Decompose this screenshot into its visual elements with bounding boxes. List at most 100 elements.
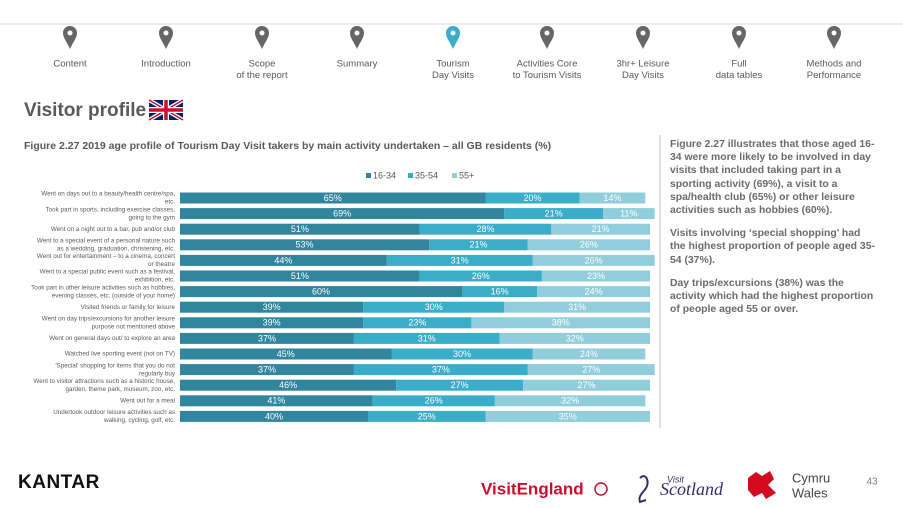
bar-segment <box>372 395 495 407</box>
value-label: 26% <box>425 396 443 406</box>
bar-segment <box>537 286 650 298</box>
value-label: 37% <box>258 364 276 374</box>
value-label: 14% <box>603 193 621 203</box>
bar-segment <box>180 317 364 329</box>
nav-label[interactable]: Tourism <box>436 59 469 70</box>
kantar-logo: KANTAR <box>18 472 100 493</box>
nav-pin[interactable] <box>63 26 77 49</box>
nav-pin-hole <box>450 30 456 36</box>
value-label: 16% <box>491 286 509 296</box>
side-paragraph: Visits involving ‘special shopping’ had … <box>670 228 875 266</box>
value-label: 23% <box>587 271 605 281</box>
nav-label[interactable]: Scope <box>249 59 276 70</box>
nav-label[interactable]: Content <box>53 59 87 70</box>
value-label: 60% <box>312 286 330 296</box>
nav-label[interactable]: 3hr+ Leisure <box>616 59 669 70</box>
nav-label[interactable]: Summary <box>337 59 378 70</box>
nav-pin[interactable] <box>636 26 650 49</box>
category-label: Went to a special event of a personal na… <box>37 237 176 244</box>
wales-dragon <box>748 471 776 499</box>
nav-label[interactable]: of the report <box>236 70 288 81</box>
value-label: 24% <box>580 349 598 359</box>
nav-pin-hole <box>259 30 265 36</box>
bar-segment <box>368 410 486 422</box>
legend-label: 55+ <box>459 170 474 180</box>
value-label: 30% <box>453 349 471 359</box>
nav-label[interactable]: to Tourism Visits <box>513 70 582 81</box>
value-label: 53% <box>296 240 314 250</box>
category-label: regularly buy <box>139 370 176 377</box>
category-label: Went to a special public event such as a… <box>40 269 176 276</box>
value-label: 11% <box>620 208 637 218</box>
nav-label[interactable]: Day Visits <box>432 70 474 81</box>
cymru-text: Cymru <box>792 470 830 485</box>
bar-segment <box>396 379 524 391</box>
nav-pin[interactable] <box>350 26 364 49</box>
nav-pin[interactable] <box>540 26 554 49</box>
nav-label[interactable]: Activities Core <box>517 59 578 70</box>
nav-pin-hole <box>736 30 742 36</box>
bar-segment <box>419 270 542 282</box>
nav-label[interactable]: data tables <box>716 70 763 81</box>
value-label: 21% <box>545 208 563 218</box>
category-label: Watched live sporting event (not on TV) <box>65 351 175 358</box>
bar-segment <box>180 270 420 282</box>
bar-segment <box>429 239 528 251</box>
bar-segment <box>180 410 368 422</box>
bar-segment <box>579 192 646 204</box>
bar-segment <box>180 223 420 235</box>
category-label: Went to visitor attractions such as a hi… <box>33 378 175 385</box>
value-label: 32% <box>561 396 579 406</box>
legend-label: 16-34 <box>373 170 396 180</box>
value-label: 31% <box>451 255 469 265</box>
value-label: 31% <box>418 333 436 343</box>
value-label: 38% <box>552 318 570 328</box>
scotland-text: Scotland <box>660 479 724 499</box>
bar-segment <box>180 301 364 313</box>
bar-segment <box>462 286 538 298</box>
bar-segment <box>527 239 650 251</box>
nav-label[interactable]: Full <box>731 59 746 70</box>
bar-segment <box>603 208 655 220</box>
value-label: 26% <box>472 271 490 281</box>
nav-label[interactable]: Performance <box>807 70 861 81</box>
bar-segment <box>523 379 650 391</box>
value-label: 30% <box>425 302 443 312</box>
value-label: 46% <box>279 380 297 390</box>
nav-label[interactable]: Methods and <box>807 59 862 70</box>
bar-segment <box>180 286 462 298</box>
bar-segment <box>541 270 650 282</box>
value-label: 39% <box>263 302 281 312</box>
bar-segment <box>180 254 387 266</box>
england-rose <box>594 482 608 496</box>
value-label: 25% <box>418 411 436 421</box>
value-label: 39% <box>263 318 281 328</box>
bar-segment <box>363 317 472 329</box>
category-label: Went out for a meal <box>120 397 175 404</box>
bar-segment <box>494 395 646 407</box>
value-label: 32% <box>566 333 584 343</box>
category-label: as a wedding, graduation, christening, e… <box>57 245 175 252</box>
nav-label[interactable]: Introduction <box>141 59 191 70</box>
value-label: 45% <box>277 349 295 359</box>
category-label: exhibition, etc. <box>135 277 176 284</box>
nav-pin[interactable] <box>255 26 269 49</box>
bar-segment <box>504 301 650 313</box>
nav-label[interactable]: Day Visits <box>622 70 664 81</box>
wales-text: Wales <box>792 485 828 500</box>
nav-pin-hole <box>831 30 837 36</box>
value-label: 41% <box>267 396 285 406</box>
nav-pin[interactable] <box>446 26 460 49</box>
uk-flag <box>147 98 185 122</box>
category-label: evening classes, etc. (outside of your h… <box>52 292 175 299</box>
nav-pin[interactable] <box>159 26 173 49</box>
side-text: Figure 2.27 illustrates that those aged … <box>670 138 878 326</box>
bar-segment <box>499 332 650 344</box>
category-label: Undertook outdoor leisure activities suc… <box>53 409 175 416</box>
nav-pin[interactable] <box>827 26 841 49</box>
category-label: etc. <box>165 199 175 206</box>
nav-pin[interactable] <box>732 26 746 49</box>
value-label: 69% <box>333 208 351 218</box>
value-label: 27% <box>582 364 600 374</box>
